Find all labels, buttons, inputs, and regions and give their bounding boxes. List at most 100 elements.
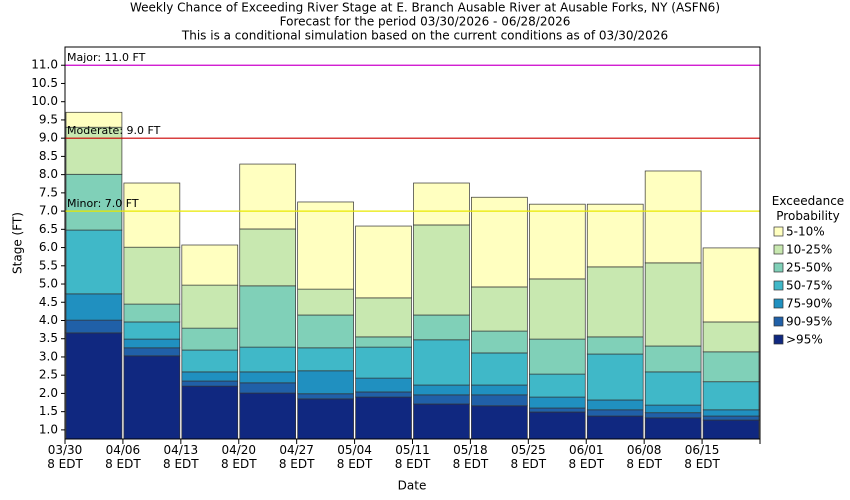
- chart-subtitle: Forecast for the period 03/30/2026 - 06/…: [280, 15, 571, 29]
- reference-label: Minor: 7.0 FT: [67, 197, 139, 210]
- bar-segment: [528, 278, 586, 340]
- bar-segment: [586, 399, 644, 411]
- y-tick-label: 9.0: [39, 131, 58, 145]
- bar-segment: [644, 404, 702, 414]
- bar-segment: [65, 126, 123, 175]
- bar-segment: [586, 415, 644, 440]
- bar-segment: [181, 284, 239, 329]
- bar-segment: [65, 319, 123, 334]
- bar-segment: [181, 327, 239, 351]
- legend-label: 25-50%: [786, 261, 832, 275]
- bar-segment: [702, 247, 760, 323]
- legend-label: 75-90%: [786, 297, 832, 311]
- x-tick-label: 05/04 8 EDT: [336, 443, 373, 471]
- bar-segment: [123, 246, 181, 305]
- bar-segment: [586, 203, 644, 268]
- y-tick-label: 3.0: [39, 349, 58, 363]
- bar-segment: [65, 332, 123, 440]
- bar-segment: [413, 403, 470, 440]
- bar-segment: [471, 405, 528, 440]
- bar-segment: [644, 262, 702, 347]
- bar-segment: [65, 111, 123, 128]
- legend-swatch: [773, 298, 784, 309]
- bar-segment: [297, 347, 354, 372]
- x-tick-label: 06/15 8 EDT: [684, 443, 720, 471]
- x-tick-label: 04/27 8 EDT: [278, 443, 315, 471]
- bar-segment: [239, 346, 297, 373]
- bar-segment: [528, 396, 586, 409]
- bar-segment: [644, 170, 702, 264]
- bar-segment: [528, 407, 586, 413]
- x-tick-label: 04/06 8 EDT: [105, 443, 141, 471]
- bar-segment: [702, 409, 760, 417]
- y-tick-label: 1.0: [39, 422, 58, 436]
- bar-segment: [239, 382, 297, 394]
- bar-segment: [65, 293, 123, 321]
- bar-segment: [239, 285, 297, 348]
- y-tick-label: 8.0: [39, 167, 58, 181]
- legend-swatch: [773, 262, 784, 273]
- bar-segment: [297, 393, 354, 400]
- bar-segment: [413, 182, 470, 226]
- bar-segment: [586, 353, 644, 401]
- x-tick-label: 05/18 8 EDT: [452, 443, 489, 471]
- x-tick-label: 05/25 8 EDT: [510, 443, 547, 471]
- y-tick-label: 5.5: [39, 258, 58, 272]
- bar-segment: [702, 415, 760, 421]
- bar-segment: [702, 419, 760, 440]
- y-tick-label: 7.0: [39, 204, 58, 218]
- bar-segment: [644, 412, 702, 419]
- bar-segment: [355, 346, 412, 379]
- reference-label: Major: 11.0 FT: [67, 51, 146, 64]
- bar-segment: [528, 203, 586, 280]
- bar-segment: [355, 396, 412, 440]
- x-tick-label: 04/13 8 EDT: [163, 443, 199, 471]
- bar-segment: [471, 286, 528, 332]
- bar-segment: [413, 394, 470, 405]
- bar-segment: [644, 417, 702, 440]
- bar-segment: [586, 266, 644, 338]
- x-tick-label: 05/11 8 EDT: [394, 443, 431, 471]
- legend-label: >95%: [786, 333, 823, 347]
- bar-segment: [181, 380, 239, 387]
- bar-segment: [181, 371, 239, 382]
- legend-label: 5-10%: [786, 225, 825, 239]
- bar-segment: [471, 384, 528, 396]
- legend-swatch: [773, 226, 784, 237]
- bar-segment: [65, 173, 123, 231]
- bar-segment: [297, 314, 354, 349]
- legend-swatch: [773, 280, 784, 291]
- bar-segment: [355, 336, 412, 348]
- y-tick-label: 7.5: [39, 185, 58, 199]
- bar-segment: [355, 377, 412, 393]
- bar-segment: [355, 225, 412, 299]
- x-tick-label: 04/20 8 EDT: [220, 443, 257, 471]
- legend-swatch: [773, 244, 784, 255]
- legend-label: 90-95%: [786, 315, 832, 329]
- y-tick-label: 2.0: [39, 386, 58, 400]
- bar-segment: [355, 297, 412, 338]
- x-axis-label: Date: [398, 479, 427, 493]
- bar-segment: [413, 339, 470, 386]
- y-tick-label: 6.5: [39, 222, 58, 236]
- bar-segment: [586, 336, 644, 355]
- bar-segment: [297, 398, 354, 440]
- bar-segment: [413, 384, 470, 396]
- bar-segment: [471, 352, 528, 386]
- bar-segment: [297, 288, 354, 316]
- bar-segment: [181, 349, 239, 373]
- legend-swatch: [773, 316, 784, 327]
- bar-segment: [239, 228, 297, 287]
- bar-segment: [123, 355, 181, 440]
- bar-segment: [471, 196, 528, 288]
- bar-segment: [239, 163, 297, 230]
- bar-segment: [123, 347, 181, 357]
- bar-segment: [702, 351, 760, 383]
- bar-segment: [528, 373, 586, 398]
- chart-note: This is a conditional simulation based o…: [181, 29, 668, 43]
- bar-segment: [297, 201, 354, 290]
- bar-segment: [413, 224, 470, 316]
- bar-segment: [413, 314, 470, 341]
